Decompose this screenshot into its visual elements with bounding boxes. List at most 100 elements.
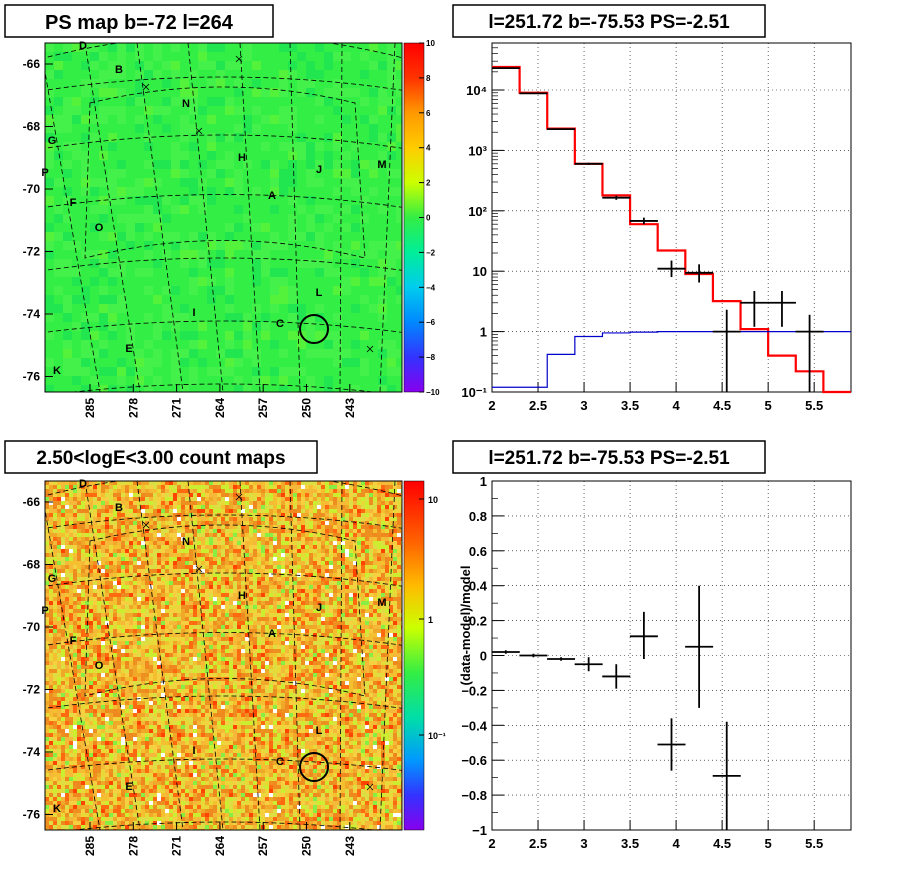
y-tick-label: 10⁻¹ — [461, 385, 487, 400]
y-tick-label: -66 — [23, 495, 41, 509]
source-label: G — [48, 135, 57, 147]
x-tick-label: 285 — [83, 398, 97, 418]
source-label: I — [192, 745, 195, 757]
colorbar-tick-label: 10 — [428, 495, 438, 505]
y-tick-label: -74 — [23, 307, 41, 321]
colorbar-tick-label: 6 — [426, 109, 431, 118]
x-tick-label: 3 — [580, 836, 587, 851]
x-tick-label: 250 — [300, 836, 314, 856]
source-label: E — [125, 781, 132, 793]
source-cross — [142, 521, 150, 529]
latitude-line — [45, 514, 402, 529]
longitude-line — [136, 481, 184, 830]
source-cross — [195, 565, 203, 573]
source-label: F — [70, 635, 77, 647]
colorbar-tick-label: −8 — [426, 353, 436, 362]
source-label: A — [268, 628, 276, 640]
count-map-heatmap — [45, 481, 402, 830]
source-label: L — [316, 725, 323, 737]
source-label: H — [238, 152, 246, 164]
y-tick-label: 1 — [480, 474, 487, 489]
y-tick-label: 0.6 — [469, 544, 487, 559]
x-tick-label: 4.5 — [713, 398, 731, 413]
x-tick-label: 5 — [765, 398, 772, 413]
source-label: J — [316, 602, 322, 614]
x-tick-label: 3.5 — [621, 836, 639, 851]
source-label: D — [79, 40, 87, 52]
residual-title: l=251.72 b=-75.53 PS=-2.51 — [488, 448, 730, 469]
source-label: O — [95, 660, 104, 672]
colorbar-tick-label: 0 — [426, 214, 431, 223]
ps-map-frame — [44, 42, 403, 393]
source-cross — [235, 493, 243, 501]
source-label: A — [268, 190, 276, 202]
source-label: B — [115, 64, 123, 76]
plot-frame — [491, 480, 852, 831]
colorbar-tick-label: 4 — [426, 144, 431, 153]
residual-panel: l=251.72 b=-75.53 PS=-2.51 2 2.5 3 3.5 4 4.5 5… — [452, 440, 852, 851]
ps-map-title: PS map b=-72 l=264 — [45, 12, 234, 34]
source-label: C — [276, 318, 284, 330]
x-tick-label: 271 — [170, 398, 184, 418]
latitude-line — [45, 194, 402, 208]
source-label: P — [41, 605, 48, 617]
ps-map-coordinate-grid — [45, 43, 402, 392]
longitude-line — [339, 43, 343, 392]
source-label: J — [316, 164, 322, 176]
x-tick-label: 2.5 — [529, 836, 547, 851]
spectrum-title: l=251.72 b=-75.53 PS=-2.51 — [488, 12, 730, 33]
x-tick-label: 5.5 — [805, 398, 823, 413]
y-tick-label: 0.4 — [469, 579, 488, 594]
colorbar-tick-label: −4 — [426, 283, 436, 292]
ps-map-panel: PS map b=-72 l=264 10 8 6 4 2 0 −2 −4 −6 −8 −10 -6… — [4, 4, 440, 418]
x-tick-label: 264 — [213, 836, 227, 856]
y-tick-label: 10² — [468, 204, 487, 219]
source-label: F — [70, 197, 77, 209]
latitude-line — [70, 821, 377, 830]
longitude-line — [289, 43, 301, 392]
source-label: I — [192, 307, 195, 319]
longitude-line — [45, 507, 101, 830]
longitude-line — [379, 481, 396, 830]
source-label: H — [238, 590, 246, 602]
longitude-line — [339, 481, 343, 830]
y-tick-label: -70 — [23, 182, 41, 196]
spectrum-panel: l=251.72 b=-75.53 PS=-2.51 2 2.5 3 3.5 4 4.5 5… — [452, 4, 852, 413]
plot-frame — [491, 42, 852, 393]
y-tick-label: −0.2 — [461, 683, 487, 698]
source-label: M — [377, 597, 386, 609]
y-tick-label: -68 — [23, 558, 41, 572]
y-tick-label: -72 — [23, 245, 41, 259]
y-tick-label: −0.8 — [461, 788, 487, 803]
longitude-line — [187, 43, 224, 392]
x-tick-label: 250 — [300, 398, 314, 418]
region-border — [84, 86, 366, 259]
x-tick-label: 4 — [672, 398, 680, 413]
source-label: N — [182, 536, 190, 548]
y-tick-label: -66 — [23, 57, 41, 71]
source-cross — [235, 55, 243, 63]
latitude-line — [45, 134, 402, 149]
source-label: G — [48, 573, 57, 585]
spectrum-title-box — [452, 4, 766, 38]
count-map-colorbar-ticks: 10 1 10⁻¹ — [419, 495, 446, 741]
y-tick-label: 0 — [480, 649, 487, 664]
y-tick-label: 0.2 — [469, 614, 487, 629]
y-tick-label: -72 — [23, 683, 41, 697]
source-cross — [142, 83, 150, 91]
source-label: K — [53, 365, 61, 377]
latitude-line — [45, 632, 402, 646]
colorbar-tick-label: −10 — [426, 388, 440, 397]
longitude-line — [45, 69, 101, 392]
residual-title-box — [452, 440, 766, 474]
count-map-panel: 2.50<logE<3.00 count maps 10 1 10⁻¹ -66 -68… — [4, 440, 446, 856]
ps-map-axes: -66 -68 -70 -72 -74 -76 285 278 271 264 257 250 243 — [23, 57, 357, 418]
colorbar-tick-label: −2 — [426, 248, 436, 257]
x-tick-label: 4.5 — [713, 836, 731, 851]
target-circle — [299, 314, 329, 344]
x-tick-label: 243 — [343, 398, 357, 418]
ps-map-colorbar-ticks: 10 8 6 4 2 0 −2 −4 −6 −8 −10 — [419, 39, 440, 397]
x-tick-label: 2 — [488, 398, 495, 413]
count-map-source-labels: D B N G H J M P F A O L I C E K — [41, 478, 386, 815]
x-tick-label: 257 — [256, 836, 270, 856]
